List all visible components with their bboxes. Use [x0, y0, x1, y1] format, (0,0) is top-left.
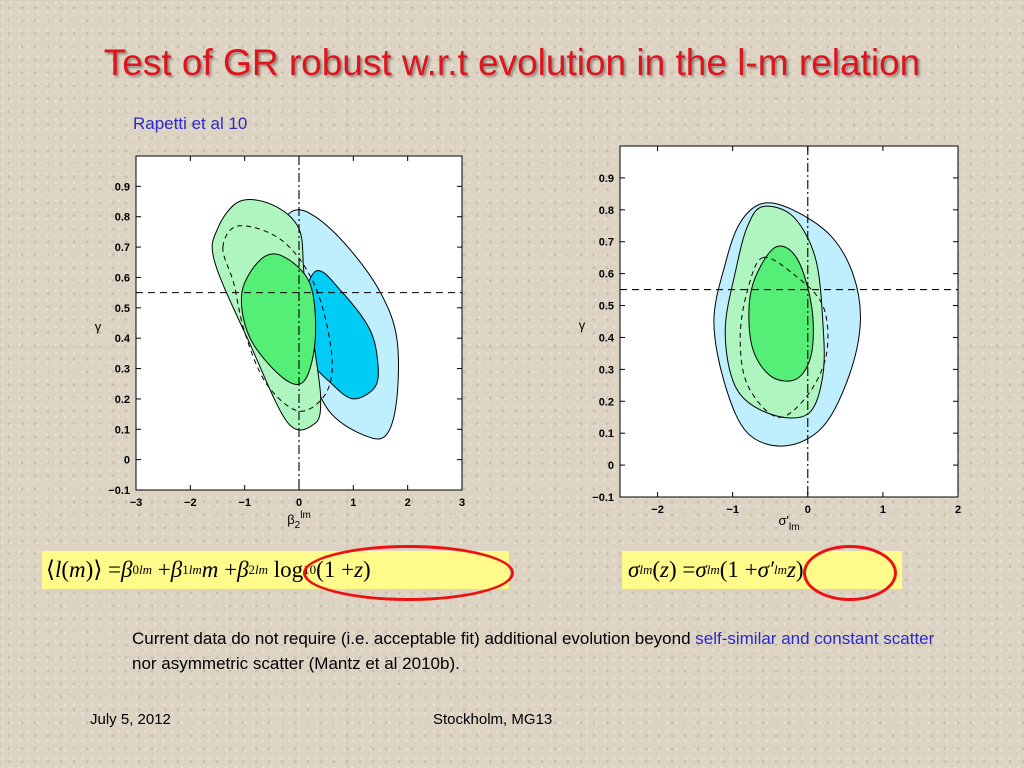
y-tick-label: 0.4: [599, 332, 615, 344]
x-tick-label: 3: [459, 497, 465, 509]
summary-highlight: self-similar and constant scatter: [695, 629, 935, 648]
y-tick-label: 0.8: [599, 205, 614, 217]
y-tick-label: 0.4: [115, 333, 131, 345]
footer-location: Stockholm, MG13: [433, 711, 553, 728]
y-tick-label: 0.8: [115, 212, 130, 224]
y-tick-label: 0.9: [599, 173, 614, 185]
x-tick-label: 1: [350, 497, 356, 509]
contour-inner-green: [240, 253, 317, 385]
highlight-circle-sigma-prime: [803, 545, 897, 601]
y-tick-label: 0: [608, 460, 614, 472]
y-tick-label: 0.9: [115, 181, 130, 193]
highlight-circle-beta2: [303, 545, 514, 601]
y-tick-label: 0.6: [115, 272, 130, 284]
y-tick-label: −0.1: [108, 485, 130, 497]
y-tick-label: 0.2: [599, 396, 614, 408]
footer-date: July 5, 2012: [90, 711, 171, 728]
y-tick-label: −0.1: [592, 492, 614, 504]
x-tick-label: −1: [726, 504, 739, 516]
contour-dashed: [739, 256, 829, 418]
contour-dashed: [222, 225, 333, 412]
y-axis-label: γ: [579, 318, 586, 333]
y-tick-label: 0.2: [115, 394, 130, 406]
x-tick-label: −1: [238, 497, 251, 509]
x-tick-label: 0: [296, 497, 302, 509]
citation: Rapetti et al 10: [133, 114, 248, 133]
x-axis-label: σ'lm: [778, 513, 799, 533]
slide-title: Test of GR robust w.r.t evolution in the…: [103, 42, 921, 83]
x-tick-label: 1: [880, 504, 886, 516]
y-tick-label: 0.3: [599, 364, 614, 376]
x-tick-label: −3: [130, 497, 143, 509]
contour-inner-green: [748, 245, 814, 382]
y-tick-label: 0.6: [599, 269, 614, 281]
y-tick-label: 0.3: [115, 364, 130, 376]
summary-part-1: Current data do not require (i.e. accept…: [132, 629, 696, 648]
summary-text: Current data do not require (i.e. accept…: [132, 626, 952, 676]
x-tick-label: −2: [651, 504, 664, 516]
y-tick-label: 0: [124, 455, 130, 467]
summary-part-2: nor asymmetric scatter (Mantz et al 2010…: [132, 654, 460, 673]
y-tick-label: 0.7: [115, 242, 130, 254]
y-tick-label: 0.7: [599, 237, 614, 249]
y-tick-label: 0.5: [115, 303, 130, 315]
y-tick-label: 0.1: [115, 424, 130, 436]
x-tick-label: 0: [805, 504, 811, 516]
y-tick-label: 0.5: [599, 301, 614, 313]
x-tick-label: 2: [405, 497, 411, 509]
y-tick-label: 0.1: [599, 428, 614, 440]
y-axis-label: γ: [95, 319, 102, 334]
x-tick-label: −2: [184, 497, 197, 509]
x-axis-label: β2lm: [287, 510, 311, 531]
plot-frame: [619, 145, 959, 498]
x-tick-label: 2: [955, 504, 961, 516]
